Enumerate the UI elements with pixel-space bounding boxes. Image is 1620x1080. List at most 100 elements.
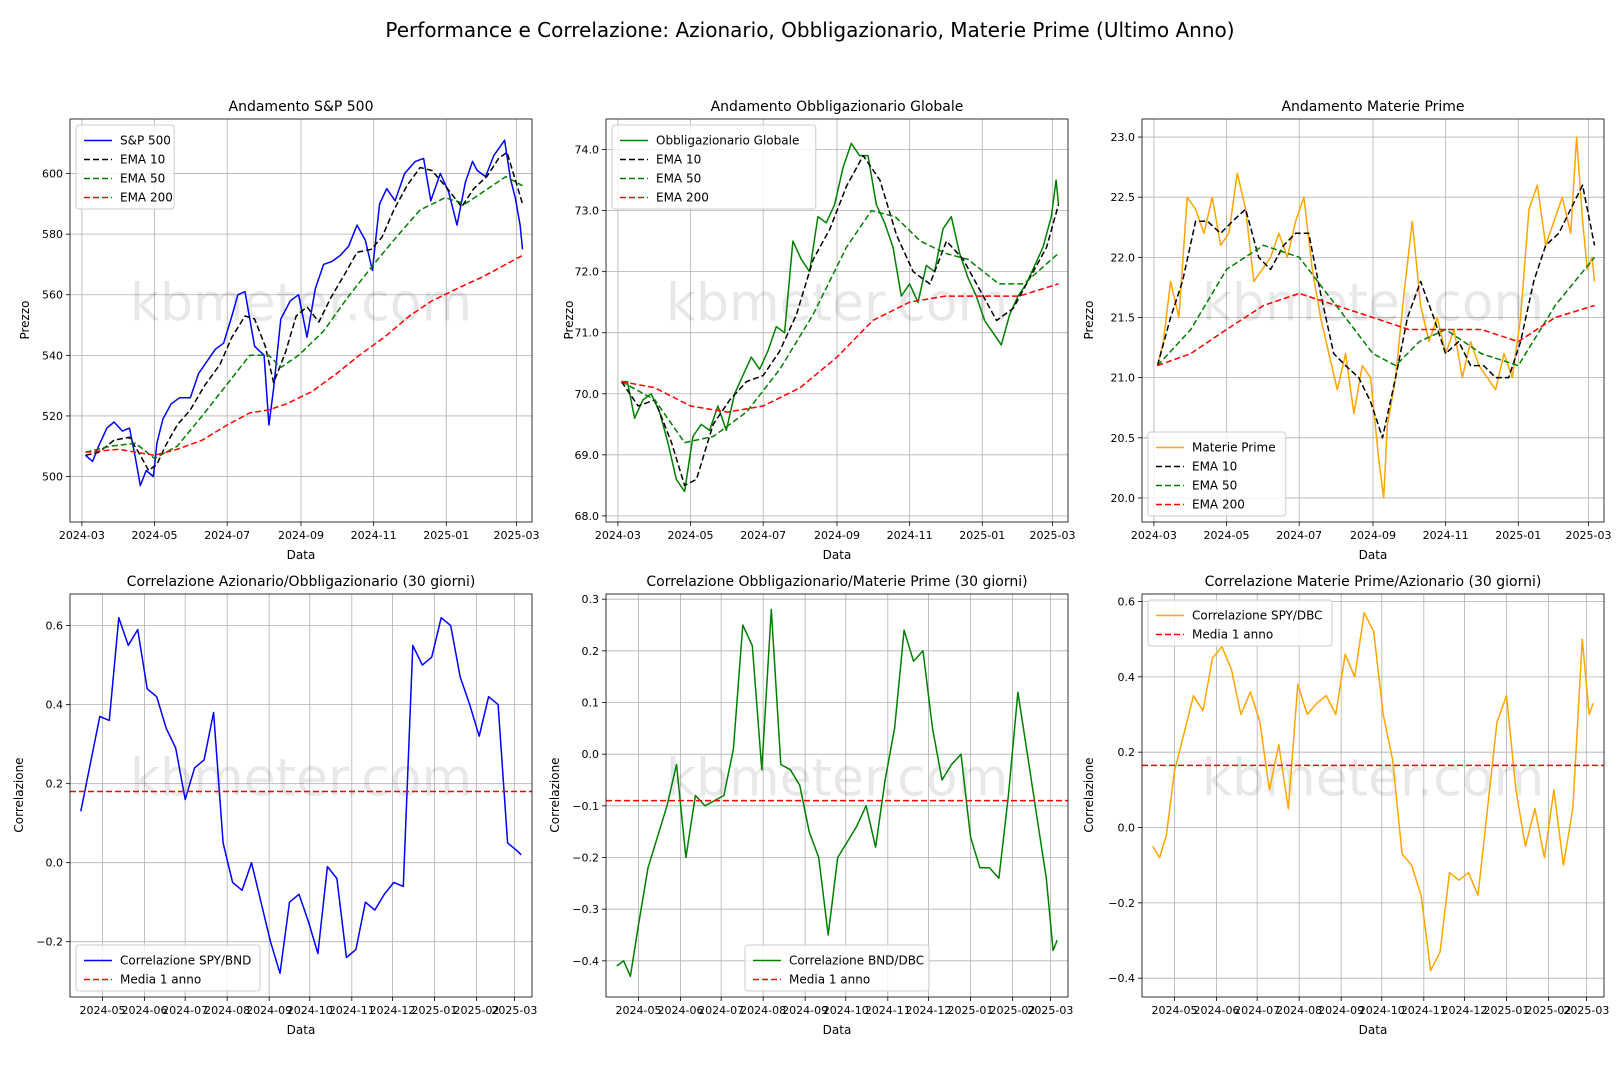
y-tick-label: 70.0 [575, 388, 600, 401]
series-line [85, 139, 524, 487]
series-line [1156, 244, 1596, 367]
y-tick-label: −0.2 [572, 852, 599, 865]
x-tick-label: 2025-02 [989, 1004, 1035, 1017]
x-tick-label: 2024-07 [162, 1004, 208, 1017]
legend: Correlazione BND/DBC Media 1 anno [744, 944, 930, 992]
y-tick-label: 560 [42, 289, 63, 302]
x-tick-label: 2025-01 [1495, 529, 1541, 542]
y-tick-label: 0.1 [582, 697, 600, 710]
x-axis-label: Data [823, 1023, 852, 1037]
y-tick-label: 0.2 [582, 645, 600, 658]
x-tick-label: 2024-11 [887, 529, 933, 542]
y-axis-label: Prezzo [562, 300, 576, 339]
axes-frame [69, 118, 533, 523]
x-tick-label: 2024-07 [740, 529, 786, 542]
subplot-title: Correlazione Azionario/Obbligazionario (… [127, 574, 476, 590]
watermark: kbmeter.com [666, 749, 1008, 809]
y-tick-label: 0.6 [46, 620, 64, 633]
y-tick-label: 0.2 [1118, 746, 1136, 759]
x-tick-label: 2025-03 [494, 529, 540, 542]
y-tick-label: 69.0 [575, 449, 600, 462]
legend-label: EMA 10 [656, 153, 701, 167]
watermark: kbmeter.com [1202, 749, 1544, 809]
y-tick-label: 0.4 [1118, 671, 1136, 684]
x-tick-label: 2025-03 [491, 1004, 537, 1017]
y-tick-label: 20.5 [1111, 432, 1136, 445]
legend: Correlazione SPY/DBC Media 1 anno [1147, 599, 1333, 647]
series-line [85, 151, 524, 472]
y-tick-label: 71.0 [575, 327, 600, 340]
legend-label: Correlazione SPY/DBC [1192, 609, 1323, 623]
x-tick-label: 2024-09 [1318, 1004, 1364, 1017]
x-tick-label: 2025-03 [1030, 529, 1076, 542]
x-axis-label: Data [1359, 548, 1388, 562]
watermark: kbmeter.com [1202, 274, 1544, 334]
y-tick-label: 22.0 [1111, 251, 1136, 264]
legend: Correlazione SPY/BND Media 1 anno [75, 944, 261, 992]
legend-label: Materie Prime [1192, 441, 1276, 455]
y-axis-label: Correlazione [12, 757, 26, 832]
x-tick-label: 2024-12 [905, 1004, 951, 1017]
x-tick-label: 2024-12 [1441, 1004, 1487, 1017]
x-tick-label: 2024-09 [814, 529, 860, 542]
x-tick-label: 2024-09 [278, 529, 324, 542]
y-tick-label: 0.3 [582, 593, 600, 606]
y-tick-label: 0.4 [46, 699, 64, 712]
plot-area: 2024-052024-062024-072024-082024-092024-… [1108, 593, 1609, 1017]
legend-label: Correlazione SPY/BND [120, 954, 251, 968]
plot-area: 2024-052024-062024-072024-082024-092024-… [36, 593, 537, 1017]
legend: S&P 500 EMA 10 EMA 50 EMA 200 [75, 124, 175, 210]
x-tick-label: 2024-05 [80, 1004, 126, 1017]
series-line [616, 608, 1058, 978]
y-tick-label: 520 [42, 410, 63, 423]
legend-box [75, 124, 175, 210]
legend-box [611, 124, 817, 210]
series-line [621, 209, 1059, 444]
axes-frame [605, 593, 1069, 998]
x-tick-label: 2024-11 [865, 1004, 911, 1017]
y-axis-label: Correlazione [1082, 757, 1096, 832]
x-tick-label: 2024-10 [287, 1004, 333, 1017]
legend-label: Obbligazionario Globale [656, 134, 799, 148]
legend-label: EMA 10 [120, 153, 165, 167]
subplot-corr-spy-dbc: Correlazione Materie Prime/Azionario (30… [1082, 574, 1609, 1037]
y-tick-label: 72.0 [575, 266, 600, 279]
x-tick-label: 2024-05 [1204, 529, 1250, 542]
x-tick-label: 2025-02 [453, 1004, 499, 1017]
x-axis-label: Data [287, 1023, 316, 1037]
y-tick-label: 0.2 [46, 778, 64, 791]
legend: Materie Prime EMA 10 EMA 50 EMA 200 [1147, 431, 1287, 517]
subplot-corr-spy-bnd: Correlazione Azionario/Obbligazionario (… [12, 574, 537, 1037]
subplot-commodities: Andamento Materie Prime Data Prezzo 2024… [1082, 99, 1612, 562]
x-tick-label: 2025-01 [959, 529, 1005, 542]
axes-frame [605, 118, 1069, 523]
y-tick-label: −0.4 [1108, 972, 1135, 985]
y-tick-label: 0.6 [1118, 596, 1136, 609]
series-line [85, 254, 523, 457]
plot-area: 2024-03 2024-05 2024-07 2024-09 2024-11 2025-… [575, 118, 1076, 542]
y-tick-label: 0.0 [582, 748, 600, 761]
y-tick-label: 540 [42, 349, 63, 362]
y-axis-label: Prezzo [18, 300, 32, 339]
subplot-title: Correlazione Materie Prime/Azionario (30… [1205, 574, 1542, 590]
x-tick-label: 2024-10 [823, 1004, 869, 1017]
y-axis-label: Correlazione [548, 757, 562, 832]
legend-label: Media 1 anno [120, 973, 201, 987]
y-tick-label: −0.3 [572, 903, 599, 916]
y-tick-label: 600 [42, 168, 63, 181]
x-tick-label: 2024-05 [616, 1004, 662, 1017]
subplot-title: Andamento Materie Prime [1281, 99, 1464, 115]
watermark: kbmeter.com [666, 274, 1008, 334]
series-line [621, 142, 1060, 493]
x-tick-label: 2024-09 [782, 1004, 828, 1017]
x-tick-label: 2024-08 [1276, 1004, 1322, 1017]
series-line [621, 283, 1059, 413]
legend-label: Correlazione BND/DBC [789, 954, 924, 968]
x-tick-label: 2024-05 [1152, 1004, 1198, 1017]
x-tick-label: 2024-07 [698, 1004, 744, 1017]
axes-frame [1141, 593, 1605, 998]
y-tick-label: 68.0 [575, 510, 600, 523]
series-line [620, 154, 1060, 487]
y-tick-label: 21.0 [1111, 372, 1136, 385]
x-axis-label: Data [823, 548, 852, 562]
